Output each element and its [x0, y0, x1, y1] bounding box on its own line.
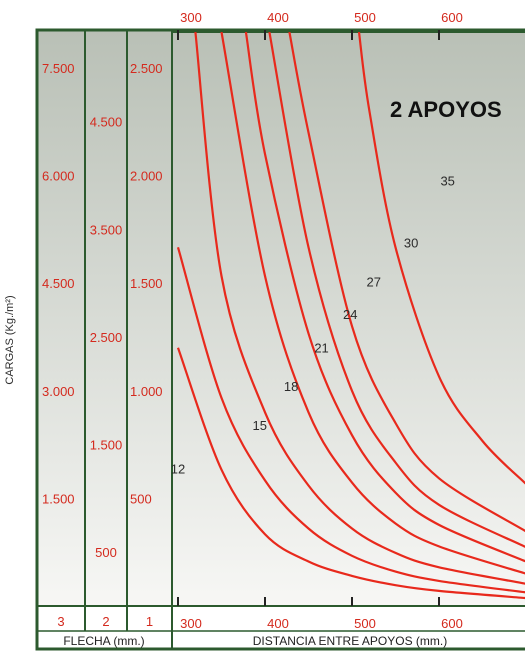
scale-tick-label: 6.000 — [42, 169, 75, 184]
x-tick-label-top: 400 — [267, 10, 289, 25]
scale-tick-label: 7.500 — [42, 61, 75, 76]
scale-tick-label: 500 — [130, 491, 152, 506]
scale-tick-label: 1.000 — [130, 384, 163, 399]
curve-21 — [220, 32, 525, 575]
x-tick-label-bottom: 400 — [267, 616, 289, 631]
curve-label-24: 24 — [343, 307, 357, 322]
deflection-header: 1 — [146, 614, 153, 629]
curve-label-15: 15 — [253, 418, 267, 433]
scale-tick-label: 1.500 — [90, 438, 123, 453]
footer-background — [37, 606, 525, 649]
deflection-label: FLECHA (mm.) — [63, 634, 144, 648]
x-tick-label-bottom: 500 — [354, 616, 376, 631]
x-tick-label-top: 600 — [441, 10, 463, 25]
scale-tick-label: 2.500 — [130, 61, 163, 76]
curve-27 — [268, 32, 525, 548]
scale-tick-label: 3.000 — [42, 384, 75, 399]
scale-tick-label: 2.500 — [90, 330, 123, 345]
curve-35 — [357, 32, 525, 485]
chart-title: 2 APOYOS — [390, 97, 502, 122]
curve-label-21: 21 — [314, 341, 328, 356]
curve-18 — [194, 32, 525, 585]
scale-tick-label: 4.500 — [90, 115, 123, 130]
scale-tick-label: 500 — [95, 545, 117, 560]
x-tick-label-top: 500 — [354, 10, 376, 25]
curve-15 — [176, 246, 525, 594]
plot-background — [37, 30, 525, 606]
curve-label-35: 35 — [440, 174, 454, 189]
curve-label-12: 12 — [171, 461, 185, 476]
x-axis-label: DISTANCIA ENTRE APOYOS (mm.) — [253, 634, 447, 648]
x-tick-label-bottom: 300 — [180, 616, 202, 631]
scale-tick-label: 4.500 — [42, 276, 75, 291]
x-tick-label-top: 300 — [180, 10, 202, 25]
curve-label-27: 27 — [367, 275, 381, 290]
curve-label-18: 18 — [284, 379, 298, 394]
deflection-header: 2 — [102, 614, 109, 629]
scale-tick-label: 2.000 — [130, 169, 163, 184]
scale-tick-label: 1.500 — [130, 276, 163, 291]
scale-tick-label: 1.500 — [42, 491, 75, 506]
curve-12 — [176, 347, 525, 600]
deflection-header: 3 — [57, 614, 64, 629]
curve-label-30: 30 — [404, 235, 418, 250]
outer-frame — [35, 28, 525, 651]
x-tick-label-bottom: 600 — [441, 616, 463, 631]
curve-30 — [288, 32, 525, 533]
scale-tick-label: 3.500 — [90, 222, 123, 237]
curve-24 — [244, 32, 525, 563]
y-axis-label: CARGAS (Kg./m²) — [4, 295, 16, 385]
